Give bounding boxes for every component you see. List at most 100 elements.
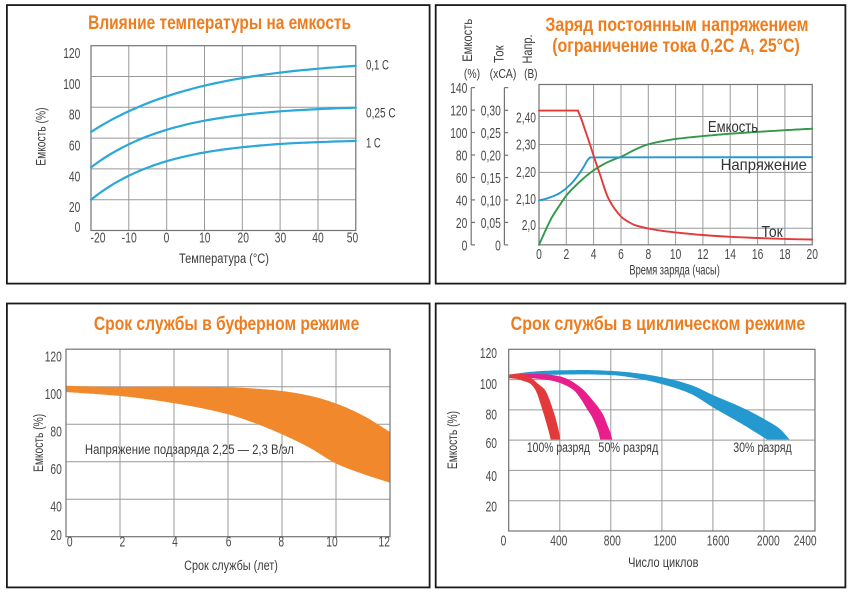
svg-text:(ограничение тока 0,2С А, 25°С: (ограничение тока 0,2С А, 25°С) [552,35,800,57]
svg-text:Напряжение подзаряда 2,25 — 2,: Напряжение подзаряда 2,25 — 2,3 В/эл [85,442,294,457]
svg-text:120: 120 [450,103,467,120]
svg-text:40: 40 [456,192,467,209]
svg-text:0,25: 0,25 [481,125,501,142]
svg-text:40: 40 [486,468,497,485]
svg-text:50: 50 [347,229,358,246]
svg-text:0: 0 [67,534,73,551]
svg-text:8: 8 [645,246,651,263]
svg-text:20: 20 [50,527,61,544]
svg-text:Температура (°C): Температура (°C) [179,251,269,266]
svg-text:2: 2 [120,534,126,551]
svg-text:40: 40 [50,499,61,516]
svg-text:40: 40 [312,229,323,246]
svg-text:6: 6 [618,246,624,263]
svg-text:0,30: 0,30 [481,103,501,120]
svg-text:30: 30 [275,229,286,246]
svg-text:2,0: 2,0 [522,217,536,234]
svg-text:0,20: 0,20 [481,148,501,165]
svg-text:14: 14 [725,246,736,263]
svg-text:100: 100 [450,125,467,142]
svg-text:60: 60 [456,170,467,187]
svg-text:12: 12 [379,534,390,551]
svg-text:0: 0 [536,246,542,263]
svg-text:100% разряд: 100% разряд [527,440,590,455]
svg-text:Заряд постоянным напряжением: Заряд постоянным напряжением [545,14,808,36]
svg-text:60: 60 [69,138,80,155]
svg-text:10: 10 [199,229,210,246]
svg-text:Срок службы (лет): Срок службы (лет) [184,558,278,573]
svg-text:(хСА): (хСА) [490,66,517,81]
svg-text:2,40: 2,40 [516,109,536,126]
svg-text:Ток: Ток [492,45,507,63]
svg-text:0,1 С: 0,1 С [366,58,389,73]
svg-text:20: 20 [807,246,818,263]
svg-text:2: 2 [563,246,569,263]
svg-text:8: 8 [278,534,284,551]
svg-text:120: 120 [45,349,62,366]
svg-text:2,30: 2,30 [516,137,536,154]
svg-text:80: 80 [486,406,497,423]
svg-text:100: 100 [45,386,62,403]
svg-text:30% разряд: 30% разряд [733,440,792,455]
svg-text:80: 80 [50,424,61,441]
svg-text:0: 0 [462,237,468,254]
svg-text:1200: 1200 [654,532,677,549]
svg-text:4: 4 [591,246,597,263]
svg-text:60: 60 [50,461,61,478]
svg-text:800: 800 [604,532,621,549]
svg-text:60: 60 [486,435,497,452]
svg-text:Напр.: Напр. [520,35,535,64]
svg-text:100: 100 [63,76,80,93]
svg-text:0: 0 [495,237,501,254]
svg-text:10: 10 [326,534,337,551]
svg-text:18: 18 [779,246,790,263]
svg-text:-10: -10 [122,229,137,246]
svg-text:400: 400 [550,532,567,549]
svg-text:0,10: 0,10 [481,192,501,209]
svg-text:Емкость: Емкость [460,19,475,62]
svg-text:20: 20 [238,229,249,246]
svg-text:6: 6 [226,534,232,551]
svg-text:Емкость (%): Емкость (%) [34,108,49,166]
svg-text:0: 0 [75,219,81,236]
svg-text:120: 120 [480,345,497,362]
svg-text:1600: 1600 [707,532,730,549]
svg-text:16: 16 [752,246,763,263]
svg-text:80: 80 [69,107,80,124]
svg-text:12: 12 [697,246,708,263]
svg-text:Емкость (%): Емкость (%) [31,414,46,472]
svg-text:140: 140 [450,80,467,97]
svg-text:-20: -20 [91,229,106,246]
svg-text:0: 0 [164,229,170,246]
svg-text:Срок службы в циклическом режи: Срок службы в циклическом режиме [511,313,806,335]
svg-text:10: 10 [670,246,681,263]
svg-text:20: 20 [69,199,80,216]
svg-text:100: 100 [480,376,497,393]
svg-text:Емкость (%): Емкость (%) [445,411,460,469]
svg-text:Напряжение: Напряжение [721,157,807,174]
svg-text:Ток: Ток [761,224,783,241]
svg-text:2,20: 2,20 [516,164,536,181]
svg-text:4: 4 [172,534,178,551]
svg-text:Число циклов: Число циклов [628,555,698,570]
svg-text:Емкость: Емкость [708,119,758,136]
svg-text:Срок службы в буферном режиме: Срок службы в буферном режиме [94,313,360,335]
svg-text:50% разряд: 50% разряд [598,440,658,455]
svg-text:Влияние температуры на емкость: Влияние температуры на емкость [88,12,351,34]
svg-text:0,05: 0,05 [481,215,501,232]
svg-text:(%): (%) [464,66,480,81]
svg-text:Время заряда (часы): Время заряда (часы) [629,263,719,278]
svg-text:(В): (В) [524,66,537,81]
svg-text:2,10: 2,10 [516,191,536,208]
svg-text:0,25 С: 0,25 С [366,106,396,121]
svg-text:1 С: 1 С [366,136,381,151]
svg-text:20: 20 [456,215,467,232]
svg-text:120: 120 [63,45,80,62]
svg-text:0: 0 [501,532,507,549]
svg-text:0,15: 0,15 [481,170,501,187]
svg-text:80: 80 [456,147,467,164]
svg-text:40: 40 [69,168,80,185]
svg-text:2000: 2000 [757,532,780,549]
svg-text:20: 20 [486,499,497,516]
svg-text:2400: 2400 [794,532,817,549]
